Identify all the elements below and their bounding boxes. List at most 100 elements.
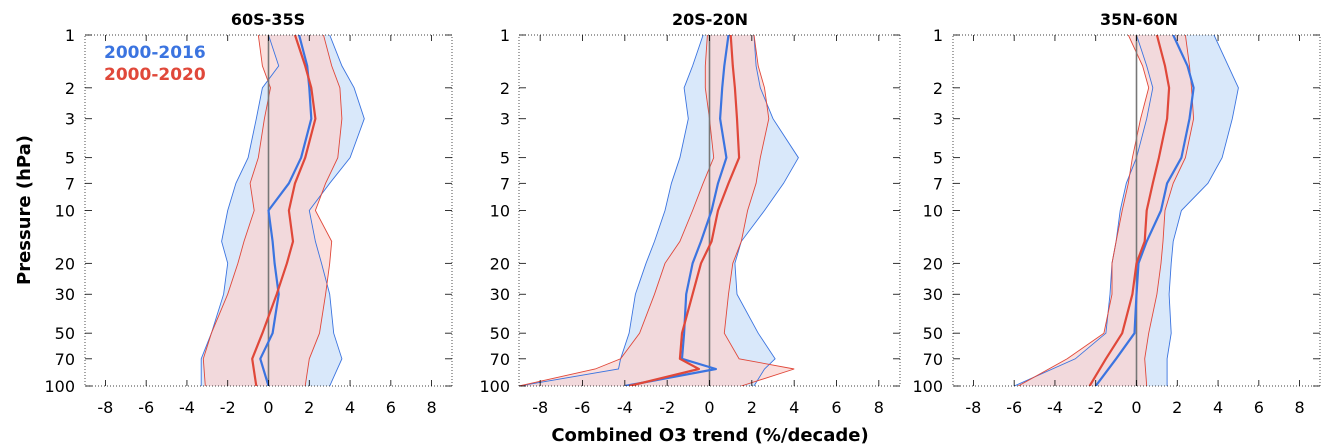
y-tick-label: 20 xyxy=(923,254,943,273)
x-tick-label: 0 xyxy=(704,398,714,417)
tick-labels: -8 -6 -4 -2 0 2 4 6 8 1 2 3 5 7 10 20 30 50 70 100 xyxy=(912,26,1304,417)
x-tick-label: -4 xyxy=(1047,398,1063,417)
y-tick-label: 70 xyxy=(490,350,510,369)
x-tick-label: 6 xyxy=(831,398,841,417)
legend: 2000-2016 2000-2020 xyxy=(104,43,206,85)
y-tick-label: 10 xyxy=(490,202,510,221)
x-tick-label: 4 xyxy=(1213,398,1223,417)
y-tick-label: 50 xyxy=(923,324,943,343)
y-tick-label: 50 xyxy=(55,324,75,343)
envelope-edge-lower-2000-2016 xyxy=(1014,35,1154,386)
x-tick-label: -6 xyxy=(1006,398,1022,417)
tick-marks xyxy=(519,34,900,387)
y-tick-label: 7 xyxy=(933,174,943,193)
legend-entry-2000-2020: 2000-2020 xyxy=(104,65,206,85)
panel-20s-20n: 20S-20N -8 -6 -4 -2 0 2 4 6 8 1 2 3 5 7 10 20 30 50 70 100 xyxy=(479,10,901,417)
x-tick-label: 4 xyxy=(345,398,355,417)
mean-line-2000-2016 xyxy=(1094,35,1195,386)
envelope-edge-lower-2000-2016 xyxy=(519,35,704,386)
envelope-edge-lower-2000-2020 xyxy=(1017,35,1150,386)
legend-entry-2000-2016: 2000-2016 xyxy=(104,43,206,63)
x-tick-label: 6 xyxy=(1254,398,1264,417)
y-tick-label: 10 xyxy=(55,202,75,221)
panel-60s-35s: 60S-35S -8 -6 -4 -2 0 2 4 6 8123571020305070100 … xyxy=(44,10,453,417)
y-tick-label: 10 xyxy=(923,202,943,221)
x-tick-label: -6 xyxy=(138,398,154,417)
panel-title: 20S-20N xyxy=(672,10,748,29)
plot-area xyxy=(1014,35,1239,386)
envelope-2000-2020 xyxy=(1018,35,1194,386)
tick-marks xyxy=(953,34,1320,387)
x-tick-label: 6 xyxy=(386,398,396,417)
envelope-edge-upper-2000-2020 xyxy=(1144,35,1195,386)
x-tick-label: -2 xyxy=(1088,398,1104,417)
y-tick-label: 3 xyxy=(65,110,75,129)
x-tick-label: -4 xyxy=(617,398,633,417)
x-tick-label: 0 xyxy=(1131,398,1141,417)
envelope-edge-lower-2000-2020 xyxy=(519,35,715,386)
envelope-edge-upper-2000-2020 xyxy=(723,35,795,386)
y-tick-label: 100 xyxy=(479,377,510,396)
tick-marks xyxy=(85,34,452,387)
mean-line-2000-2016 xyxy=(259,35,313,386)
x-tick-label: 8 xyxy=(427,398,437,417)
y-tick-label: 50 xyxy=(490,324,510,343)
x-tick-label: 8 xyxy=(874,398,884,417)
y-tick-label: 30 xyxy=(923,285,943,304)
mean-line-2000-2020 xyxy=(1088,35,1171,386)
y-tick-label: 100 xyxy=(912,377,943,396)
y-axis-title: Pressure (hPa) xyxy=(14,135,35,285)
plot-area xyxy=(519,35,799,386)
y-tick-label: 3 xyxy=(500,110,510,129)
y-tick-label: 1 xyxy=(933,26,943,45)
x-tick-label: -8 xyxy=(532,398,548,417)
x-tick-label: -8 xyxy=(965,398,981,417)
mean-line-2000-2020 xyxy=(628,35,741,386)
x-tick-label: 4 xyxy=(789,398,799,417)
mean-line-2000-2020 xyxy=(251,35,317,386)
y-tick-label: 3 xyxy=(933,110,943,129)
y-tick-label: 100 xyxy=(44,377,75,396)
x-tick-label: 0 xyxy=(263,398,273,417)
envelope-2000-2020 xyxy=(203,35,342,386)
x-tick-label: 2 xyxy=(304,398,314,417)
x-axis-title: Combined O3 trend (%/decade) xyxy=(551,425,868,446)
y-tick-label: 20 xyxy=(490,254,510,273)
envelope-edge-upper-2000-2016 xyxy=(1166,35,1239,386)
x-tick-label: -2 xyxy=(220,398,236,417)
x-tick-label: 2 xyxy=(1172,398,1182,417)
x-tick-label: -4 xyxy=(179,398,195,417)
envelope-edge-upper-2000-2016 xyxy=(308,35,365,386)
y-tick-label: 1 xyxy=(500,26,510,45)
y-tick-label: 5 xyxy=(500,149,510,168)
y-tick-label: 1 xyxy=(65,26,75,45)
tick-labels: -8 -6 -4 -2 0 2 4 6 8 1 2 3 5 7 10 20 30 50 70 100 xyxy=(44,26,436,417)
y-tick-label: 70 xyxy=(923,350,943,369)
envelope-edge-lower-2000-2020 xyxy=(202,35,271,386)
envelope-edge-upper-2000-2020 xyxy=(304,35,343,386)
envelope-edge-upper-2000-2016 xyxy=(734,35,799,386)
y-tick-label: 30 xyxy=(490,285,510,304)
envelope-2000-2020 xyxy=(519,35,795,386)
mean-line-2000-2016 xyxy=(624,35,730,386)
y-tick-label: 2 xyxy=(500,79,510,98)
y-tick-label: 5 xyxy=(933,149,943,168)
y-tick-label: 2 xyxy=(933,79,943,98)
panel-title: 35N-60N xyxy=(1100,10,1178,29)
x-tick-label: -6 xyxy=(575,398,591,417)
x-tick-label: -8 xyxy=(97,398,113,417)
x-tick-label: -2 xyxy=(659,398,675,417)
y-tick-label: 20 xyxy=(55,254,75,273)
plot-area xyxy=(200,35,365,386)
y-tick-label: 7 xyxy=(65,174,75,193)
y-tick-label: 70 xyxy=(55,350,75,369)
panel-title: 60S-35S xyxy=(231,10,305,29)
y-tick-label: 30 xyxy=(55,285,75,304)
y-tick-label: 5 xyxy=(65,149,75,168)
y-tick-label: 7 xyxy=(500,174,510,193)
x-tick-label: 2 xyxy=(747,398,757,417)
tick-labels: -8 -6 -4 -2 0 2 4 6 8 1 2 3 5 7 10 20 30 50 70 100 xyxy=(479,26,883,417)
y-tick-label: 2 xyxy=(65,79,75,98)
x-tick-label: 8 xyxy=(1295,398,1305,417)
